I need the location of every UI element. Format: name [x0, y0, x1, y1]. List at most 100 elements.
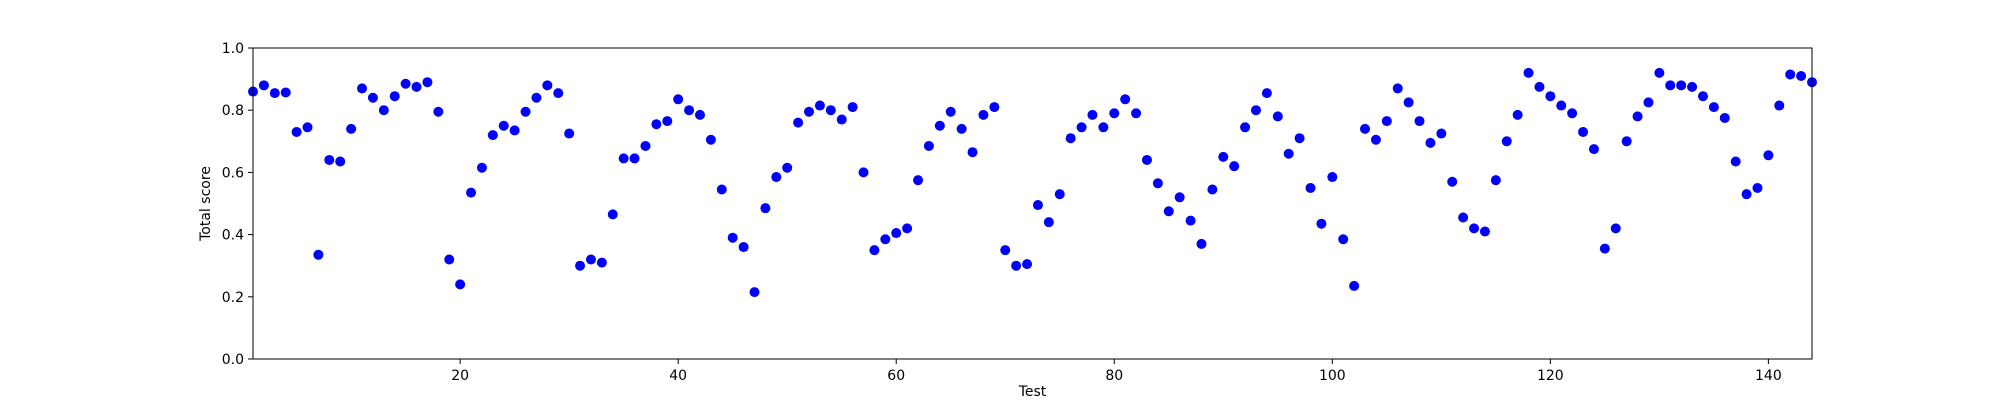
data-point: [509, 125, 520, 136]
x-tick-label: 100: [1319, 368, 1346, 384]
data-point: [782, 162, 793, 173]
data-point: [411, 81, 422, 92]
data-point: [487, 130, 498, 141]
x-axis-label: Test: [1018, 384, 1047, 400]
data-point: [1785, 69, 1796, 80]
data-point: [1360, 123, 1371, 134]
data-point: [673, 94, 684, 105]
data-point: [1578, 126, 1589, 137]
x-tick-label: 140: [1755, 368, 1782, 384]
data-point: [1676, 80, 1687, 91]
data-point: [455, 279, 466, 290]
x-tick-label: 120: [1537, 368, 1564, 384]
data-point: [1054, 189, 1065, 200]
data-point: [1665, 80, 1676, 91]
data-point: [520, 106, 531, 117]
data-point: [1687, 81, 1698, 92]
data-point: [585, 254, 596, 265]
data-point: [923, 140, 934, 151]
data-point: [1000, 245, 1011, 256]
data-point: [1425, 137, 1436, 148]
data-point: [564, 128, 575, 139]
data-point: [291, 126, 302, 137]
data-point: [869, 245, 880, 256]
data-point: [367, 92, 378, 103]
data-point: [553, 88, 564, 99]
data-point: [498, 120, 509, 131]
data-point: [1763, 150, 1774, 161]
data-point: [1218, 151, 1229, 162]
data-point: [1152, 178, 1163, 189]
plot-area-frame: [252, 47, 1813, 360]
data-point: [1011, 260, 1022, 271]
y-tick-label: 0.4: [222, 228, 244, 244]
data-point: [1632, 111, 1643, 122]
data-point: [1043, 217, 1054, 228]
data-point: [1730, 156, 1741, 167]
data-point: [760, 203, 771, 214]
data-point: [814, 100, 825, 111]
data-point: [1370, 134, 1381, 145]
data-point: [1305, 182, 1316, 193]
data-point: [1261, 88, 1272, 99]
data-point: [684, 105, 695, 116]
data-point: [335, 156, 346, 167]
data-point: [738, 242, 749, 253]
data-point: [1796, 70, 1807, 81]
data-point: [1032, 200, 1043, 211]
data-point: [1610, 223, 1621, 234]
data-point: [618, 153, 629, 164]
data-point: [1141, 154, 1152, 165]
data-point: [836, 114, 847, 125]
data-point: [422, 77, 433, 88]
data-point: [934, 120, 945, 131]
data-point: [1349, 280, 1360, 291]
y-axis-ticks: 0.0 0.2 0.4 0.6 0.8 1.0: [222, 41, 253, 368]
data-point: [1131, 108, 1142, 119]
data-point: [1479, 226, 1490, 237]
data-point: [1545, 91, 1556, 102]
data-point: [1436, 128, 1447, 139]
data-point: [1250, 105, 1261, 116]
x-tick-label: 80: [1105, 368, 1123, 384]
data-point: [989, 102, 1000, 113]
data-point: [1556, 100, 1567, 111]
data-point: [378, 105, 389, 116]
data-point: [716, 184, 727, 195]
data-point: [629, 153, 640, 164]
data-point: [640, 140, 651, 151]
data-point: [357, 83, 368, 94]
data-point: [1381, 116, 1392, 127]
data-point: [891, 228, 902, 239]
data-point: [1458, 212, 1469, 223]
data-point: [1022, 259, 1033, 270]
data-points: [248, 67, 1817, 298]
y-tick-label: 1.0: [222, 41, 244, 57]
data-point: [1076, 122, 1087, 133]
data-point: [913, 175, 924, 186]
data-point: [1643, 97, 1654, 108]
data-point: [1163, 206, 1174, 217]
data-point: [1065, 133, 1076, 144]
x-tick-label: 20: [451, 368, 469, 384]
y-tick-label: 0.8: [222, 103, 244, 119]
y-tick-label: 0.2: [222, 290, 244, 306]
data-point: [1272, 111, 1283, 122]
data-point: [324, 154, 335, 165]
data-point: [945, 106, 956, 117]
data-point: [1098, 122, 1109, 133]
data-point: [1774, 100, 1785, 111]
data-point: [1338, 234, 1349, 245]
data-point: [858, 167, 869, 178]
data-point: [444, 254, 455, 265]
data-point: [1654, 67, 1665, 78]
data-point: [1174, 192, 1185, 203]
data-point: [258, 80, 269, 91]
data-point: [749, 287, 760, 298]
data-point: [1469, 223, 1480, 234]
data-point: [804, 106, 815, 117]
data-point: [978, 109, 989, 120]
data-point: [1414, 116, 1425, 127]
data-point: [651, 119, 662, 130]
